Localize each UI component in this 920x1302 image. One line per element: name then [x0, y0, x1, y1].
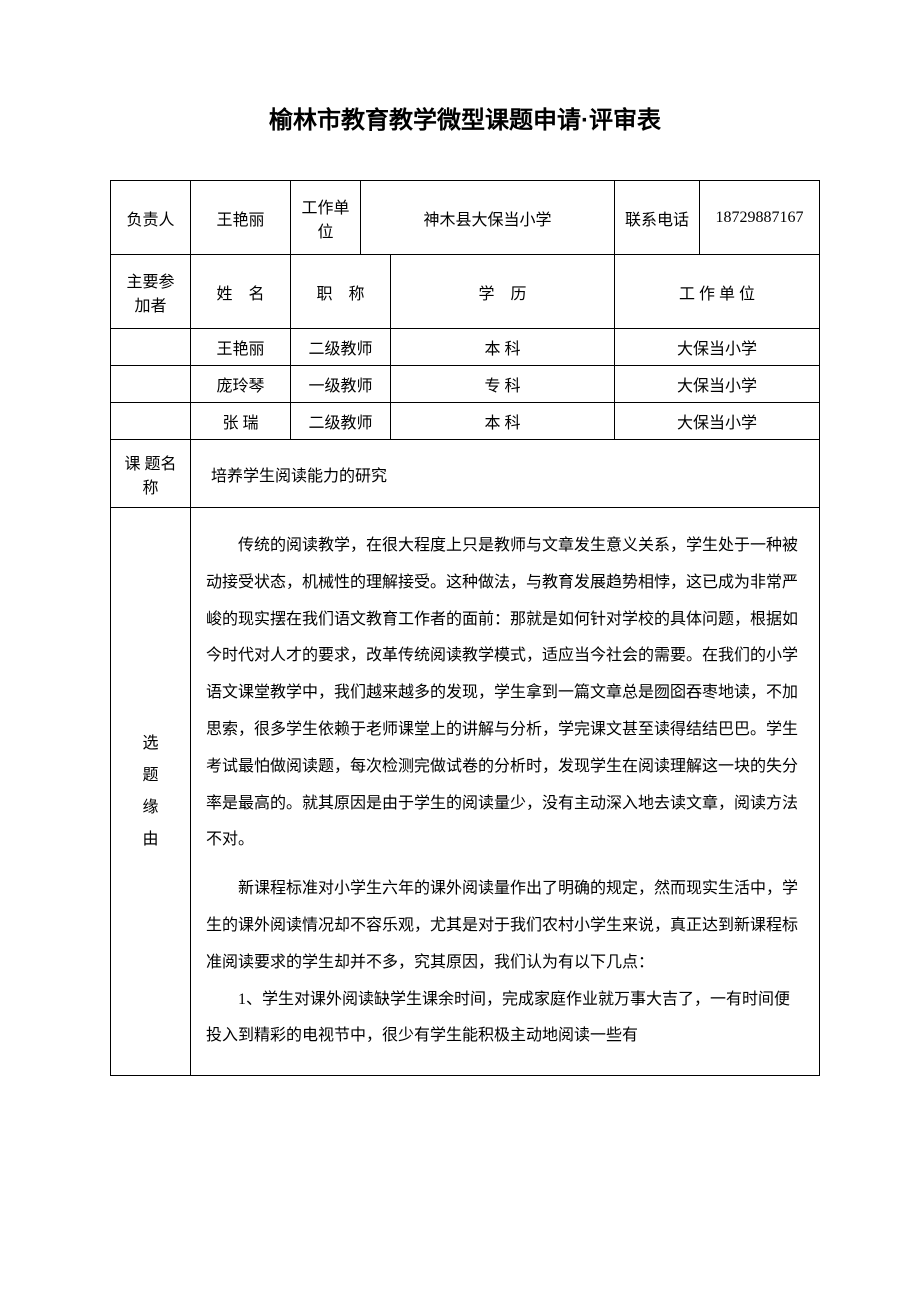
responsible-name: 王艳丽 [191, 181, 291, 255]
reason-label: 选 题 缘 由 [111, 508, 191, 1076]
reason-row: 选 题 缘 由 传统的阅读教学，在很大程度上只是教师与文章发生意义关系，学生处于… [111, 508, 820, 1076]
participant-name: 张 瑞 [191, 403, 291, 440]
participant-row: 张 瑞 二级教师 本 科 大保当小学 [111, 403, 820, 440]
reason-label-char: 选 [119, 728, 182, 760]
participant-empty [111, 366, 191, 403]
phone-value: 18729887167 [700, 181, 820, 255]
name-header: 姓 名 [191, 255, 291, 329]
document-title: 榆林市教育教学微型课题申请·评审表 [110, 100, 820, 135]
participant-title: 一级教师 [291, 366, 391, 403]
reason-content: 传统的阅读教学，在很大程度上只是教师与文章发生意义关系，学生处于一种被动接受状态… [191, 508, 820, 1076]
application-form-table: 负责人 王艳丽 工作单位 神木县大保当小学 联系电话 18729887167 主… [110, 180, 820, 1076]
reason-label-char: 题 [119, 760, 182, 792]
participant-workplace: 大保当小学 [615, 403, 820, 440]
participant-education: 专 科 [391, 366, 615, 403]
participants-main-label: 主要参加者 [111, 255, 191, 329]
participant-empty [111, 403, 191, 440]
participant-empty [111, 329, 191, 366]
participant-row: 庞玲琴 一级教师 专 科 大保当小学 [111, 366, 820, 403]
topic-label: 课 题名 称 [111, 440, 191, 508]
title-header: 职 称 [291, 255, 391, 329]
participant-workplace: 大保当小学 [615, 329, 820, 366]
workplace-header: 工 作 单 位 [615, 255, 820, 329]
participant-row: 王艳丽 二级教师 本 科 大保当小学 [111, 329, 820, 366]
phone-label: 联系电话 [615, 181, 700, 255]
reason-label-char: 缘 [119, 792, 182, 824]
participant-education: 本 科 [391, 329, 615, 366]
participant-workplace: 大保当小学 [615, 366, 820, 403]
work-unit-label: 工作单位 [291, 181, 361, 255]
participant-name: 庞玲琴 [191, 366, 291, 403]
education-header: 学 历 [391, 255, 615, 329]
work-unit-value: 神木县大保当小学 [361, 181, 615, 255]
responsible-person-row: 负责人 王艳丽 工作单位 神木县大保当小学 联系电话 18729887167 [111, 181, 820, 255]
participant-title: 二级教师 [291, 329, 391, 366]
topic-row: 课 题名 称 培养学生阅读能力的研究 [111, 440, 820, 508]
reason-paragraph-3: 1、学生对课外阅读缺学生课余时间，完成家庭作业就万事大吉了，一有时间便投入到精彩… [206, 982, 804, 1056]
reason-label-char: 由 [119, 824, 182, 856]
participant-name: 王艳丽 [191, 329, 291, 366]
responsible-label: 负责人 [111, 181, 191, 255]
reason-paragraph-2: 新课程标准对小学生六年的课外阅读量作出了明确的规定，然而现实生活中，学生的课外阅… [206, 871, 804, 981]
participants-header-row: 主要参加者 姓 名 职 称 学 历 工 作 单 位 [111, 255, 820, 329]
topic-value: 培养学生阅读能力的研究 [191, 440, 820, 508]
participant-education: 本 科 [391, 403, 615, 440]
reason-paragraph-1: 传统的阅读教学，在很大程度上只是教师与文章发生意义关系，学生处于一种被动接受状态… [206, 528, 804, 859]
participant-title: 二级教师 [291, 403, 391, 440]
